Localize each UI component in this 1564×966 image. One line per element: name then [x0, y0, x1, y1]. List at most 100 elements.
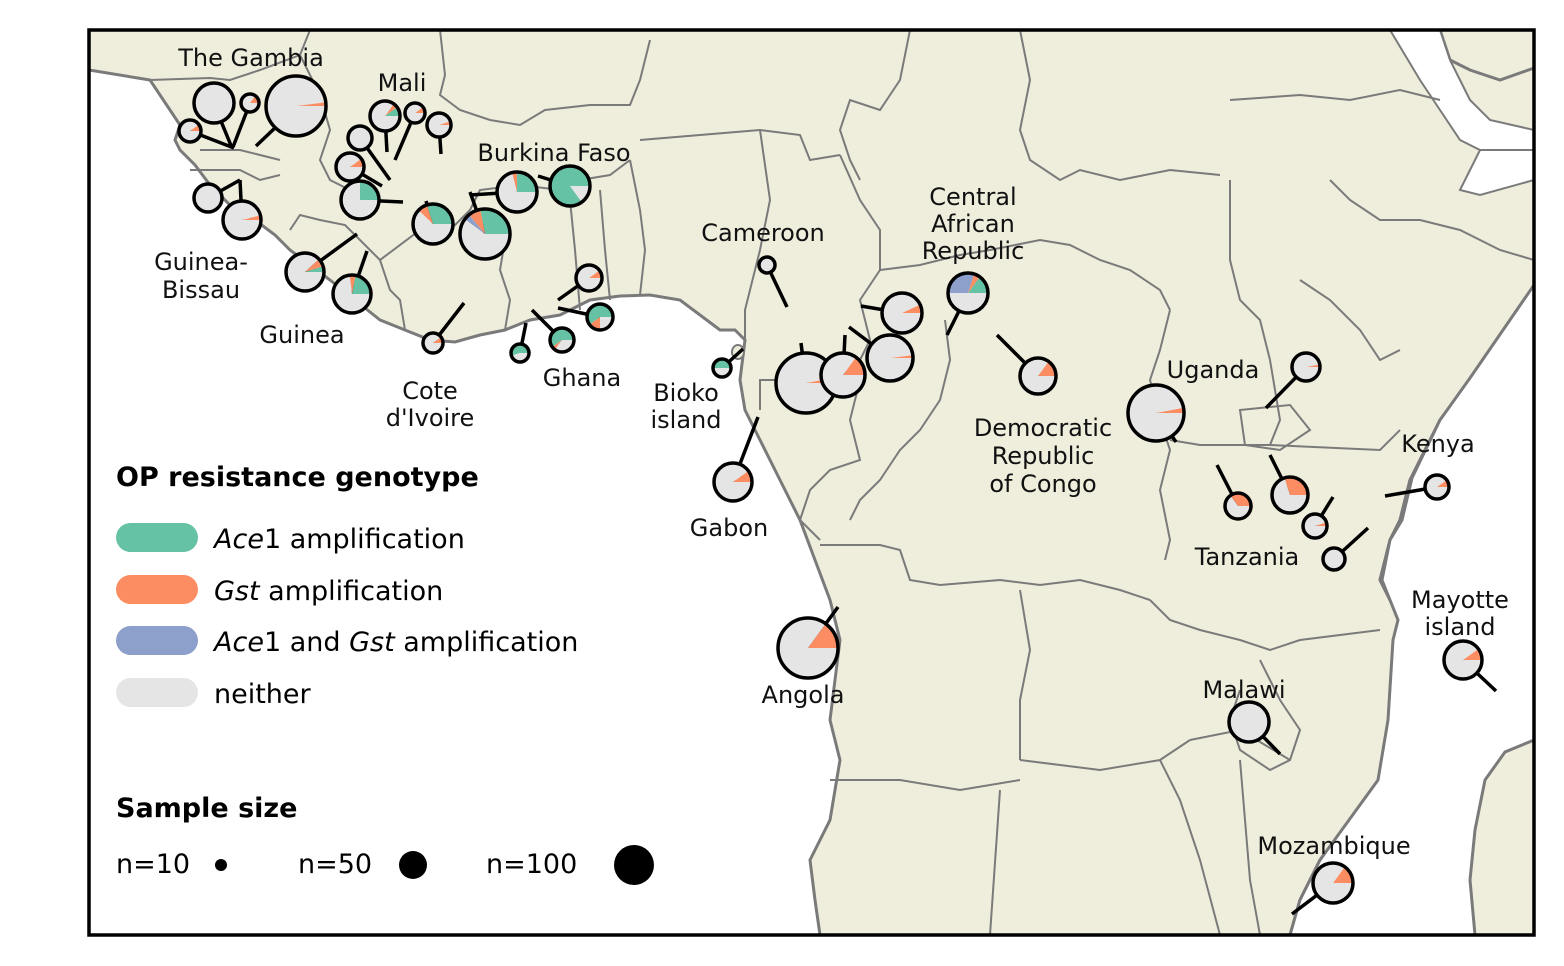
- pie-outline: [574, 263, 604, 293]
- pie-slice-gst: [1463, 648, 1482, 660]
- pie-slice-neither: [348, 126, 372, 150]
- label-drc-2: Republic: [992, 442, 1095, 470]
- pie-outline: [548, 164, 592, 208]
- pie-outline: [458, 207, 512, 261]
- label-uganda: Uganda: [1167, 356, 1260, 384]
- pie-slice-ace1: [550, 328, 574, 348]
- pie-outline: [1442, 639, 1484, 681]
- pie-outline: [1321, 546, 1347, 572]
- label-malawi: Malawi: [1202, 676, 1285, 704]
- pie-outline: [1018, 356, 1058, 396]
- pie-slice-ace1: [426, 204, 453, 224]
- pie-slice-neither: [714, 462, 752, 501]
- label-angola: Angola: [762, 681, 845, 709]
- pie-slice-gst: [1315, 522, 1327, 526]
- pie-slice-neither: [341, 181, 379, 219]
- pie-slice-neither: [1020, 358, 1056, 395]
- pie-slice-neither: [778, 617, 838, 678]
- pie-slice-gst: [305, 258, 324, 272]
- legend-label-neither: neither: [214, 679, 312, 710]
- pie-slice-neither: [1128, 385, 1184, 442]
- legend-size-n10: n=10: [116, 849, 190, 880]
- pie-slice-gst: [902, 304, 922, 313]
- label-cameroon: Cameroon: [701, 219, 825, 247]
- label-cote-divoire-2: d'Ivoire: [386, 404, 475, 432]
- pie-slice-neither: [1303, 514, 1327, 538]
- pie-outline: [946, 271, 990, 315]
- pie-outline: [421, 331, 445, 355]
- pie-outline: [1270, 475, 1310, 515]
- pie-slice-gst: [733, 470, 752, 482]
- pie-slice-gst: [350, 158, 365, 167]
- pie-outline: [495, 170, 539, 214]
- pie-slice-neither: [405, 102, 425, 123]
- label-mayotte-2: island: [1425, 613, 1496, 641]
- pie-slice-neither: [759, 257, 775, 273]
- pie-outline: [1311, 861, 1355, 905]
- label-drc-1: Democratic: [974, 414, 1112, 442]
- legend-size-n50: n=50: [298, 849, 372, 880]
- pie-slice-neither: [459, 219, 510, 259]
- pie-slice-gst: [1156, 407, 1184, 413]
- legend-label-gst: Gst amplification: [214, 576, 443, 607]
- land-madagascar: [1468, 738, 1534, 935]
- label-guinea-bissau-2: Bissau: [162, 276, 240, 304]
- pie-outline: [880, 291, 924, 335]
- pie-outline: [1301, 512, 1329, 540]
- label-guinea: Guinea: [259, 321, 344, 349]
- pie-slice-neither: [241, 93, 259, 112]
- pie-slice-neither: [1225, 495, 1251, 519]
- legend-size-n100: n=100: [486, 849, 577, 880]
- pie-slice-ace1: [480, 209, 510, 234]
- pie-slice-gst: [242, 215, 261, 220]
- legend-size-dot-n50: [399, 851, 427, 879]
- pie-slice-neither: [948, 293, 988, 313]
- label-mali: Mali: [378, 69, 427, 97]
- label-car-2: African: [931, 210, 1015, 238]
- pie-slice-neither: [333, 275, 371, 313]
- pie-outline: [411, 202, 455, 246]
- pie-slice-neither: [336, 153, 364, 182]
- pie-outline: [509, 342, 531, 364]
- pie-slice-neither: [266, 75, 326, 136]
- pie-slice-neither: [600, 317, 613, 330]
- legend-swatch-ace1: [116, 523, 198, 552]
- pie-slice-neither: [1313, 863, 1353, 904]
- pie-slice-neither: [1425, 474, 1449, 499]
- pie-slice-both: [948, 273, 975, 293]
- indian-ocean: [1288, 282, 1534, 935]
- pie-outline: [331, 273, 373, 315]
- pie-outline: [177, 118, 203, 144]
- pie-outline: [757, 255, 777, 275]
- pie-outline: [819, 351, 867, 399]
- pie-slice-gst: [349, 275, 356, 294]
- pie-outline: [368, 99, 402, 133]
- pie-outline: [711, 357, 733, 379]
- label-kenya: Kenya: [1401, 430, 1474, 458]
- pie-slice-neither: [576, 265, 602, 292]
- label-burkina-faso: Burkina Faso: [477, 139, 630, 167]
- pie-slice-neither: [370, 100, 400, 131]
- pie-charts: [177, 74, 1484, 905]
- lake-victoria: [1238, 403, 1312, 452]
- pie-slice-gst: [296, 102, 326, 106]
- pie-outline: [1126, 383, 1186, 443]
- label-the-gambia: The Gambia: [177, 44, 324, 72]
- pie-slice-neither: [1444, 640, 1482, 679]
- pie-outline: [284, 251, 326, 293]
- pie-slice-gst: [968, 273, 980, 293]
- pie-slice-gst: [1306, 364, 1320, 367]
- pie-slice-ace1: [550, 165, 591, 206]
- legend-swatch-gst: [116, 575, 198, 604]
- gulf-of-aden: [1458, 149, 1534, 197]
- pie-outline: [1227, 700, 1271, 744]
- pie-outline: [548, 326, 576, 354]
- pie-slice-ace1: [517, 172, 537, 192]
- country-borders: [149, 30, 1534, 935]
- pie-slice-neither: [286, 252, 324, 291]
- pie-outline: [1423, 473, 1451, 501]
- pie-slice-ace1: [352, 275, 371, 294]
- label-cote-divoire-1: Cote: [402, 377, 458, 405]
- pie-slice-gst: [469, 209, 485, 234]
